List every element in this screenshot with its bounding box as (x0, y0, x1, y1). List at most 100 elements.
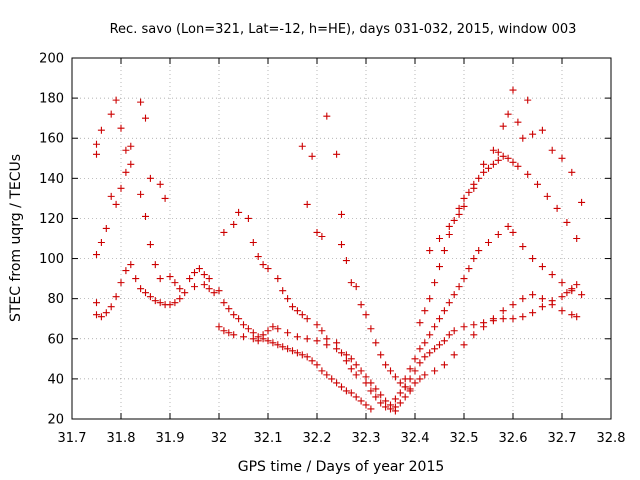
data-point (93, 140, 100, 148)
data-point (338, 210, 345, 218)
data-point (230, 311, 238, 319)
plot-frame (71, 57, 612, 420)
data-point (318, 327, 326, 335)
data-point (127, 261, 135, 269)
data-point (112, 293, 120, 301)
y-tick-label: 20 (47, 413, 64, 428)
data-point (431, 279, 439, 287)
data-point (499, 152, 507, 160)
data-point (455, 283, 463, 291)
x-tick-label: 32.4 (401, 431, 430, 446)
data-point (259, 261, 267, 269)
data-point (519, 295, 527, 303)
data-point (470, 321, 478, 329)
data-point (450, 291, 458, 299)
x-tick-label: 32.1 (254, 431, 283, 446)
data-point (558, 293, 566, 301)
data-point (372, 385, 380, 393)
data-point (426, 295, 434, 303)
data-point (146, 174, 154, 182)
data-point (205, 275, 213, 283)
data-point (323, 335, 331, 343)
data-point (529, 291, 537, 299)
y-tick-label: 60 (47, 332, 64, 347)
data-point (303, 353, 311, 361)
data-point (107, 110, 115, 118)
series-arc-c (93, 261, 218, 321)
data-point (391, 403, 399, 411)
data-point (372, 393, 380, 401)
data-point (284, 329, 292, 337)
data-point (289, 347, 296, 355)
data-point (191, 269, 198, 277)
data-point (181, 289, 189, 297)
data-point (509, 86, 517, 94)
x-tick-label: 32.7 (548, 431, 577, 446)
data-point (122, 146, 130, 154)
data-point (328, 375, 336, 383)
data-point (377, 351, 385, 359)
data-point (563, 218, 571, 226)
data-point (470, 255, 478, 263)
data-point (195, 265, 203, 273)
data-point (431, 367, 439, 375)
data-point (440, 307, 448, 315)
data-point (445, 222, 453, 230)
data-point (480, 168, 488, 176)
data-point (293, 333, 301, 341)
data-point (303, 200, 311, 208)
series-arc-j (401, 222, 586, 383)
data-point (436, 263, 443, 271)
data-point (470, 184, 478, 192)
series-arc-e (215, 287, 375, 413)
data-point (362, 401, 370, 409)
data-point (411, 355, 419, 363)
data-point (372, 339, 380, 347)
data-point (249, 335, 257, 343)
data-point (220, 228, 228, 236)
data-point (391, 395, 399, 403)
data-point (475, 174, 483, 182)
data-point (151, 261, 159, 269)
x-axis-label: GPS time / Days of year 2015 (238, 459, 445, 475)
data-point (338, 241, 345, 249)
data-point (362, 373, 370, 381)
data-point (436, 341, 443, 349)
data-point (254, 337, 262, 345)
data-point (171, 299, 179, 307)
data-point (318, 367, 326, 375)
data-point (499, 122, 507, 130)
data-point (480, 323, 488, 331)
data-point (538, 303, 546, 311)
y-tick-label: 180 (39, 92, 64, 107)
data-point (470, 331, 478, 339)
data-point (509, 228, 517, 236)
data-point (436, 235, 443, 242)
data-point (215, 323, 223, 331)
data-point (396, 379, 404, 387)
data-point (460, 341, 468, 349)
data-point (480, 160, 488, 168)
data-point (298, 142, 306, 150)
data-point (568, 311, 576, 319)
data-point (548, 146, 556, 154)
data-point (387, 367, 394, 375)
data-point (308, 152, 316, 160)
data-point (416, 345, 424, 353)
data-point (568, 287, 576, 295)
data-point (313, 321, 321, 329)
data-point (122, 168, 130, 176)
data-point (396, 399, 404, 407)
data-point (127, 142, 135, 150)
data-point (274, 275, 282, 283)
data-point (176, 285, 184, 293)
data-point (382, 361, 390, 369)
data-point (489, 146, 497, 154)
data-point (489, 315, 497, 323)
data-point (534, 180, 541, 188)
data-point (377, 399, 385, 407)
data-point (362, 311, 370, 319)
data-point (210, 289, 218, 297)
data-point (519, 313, 527, 321)
